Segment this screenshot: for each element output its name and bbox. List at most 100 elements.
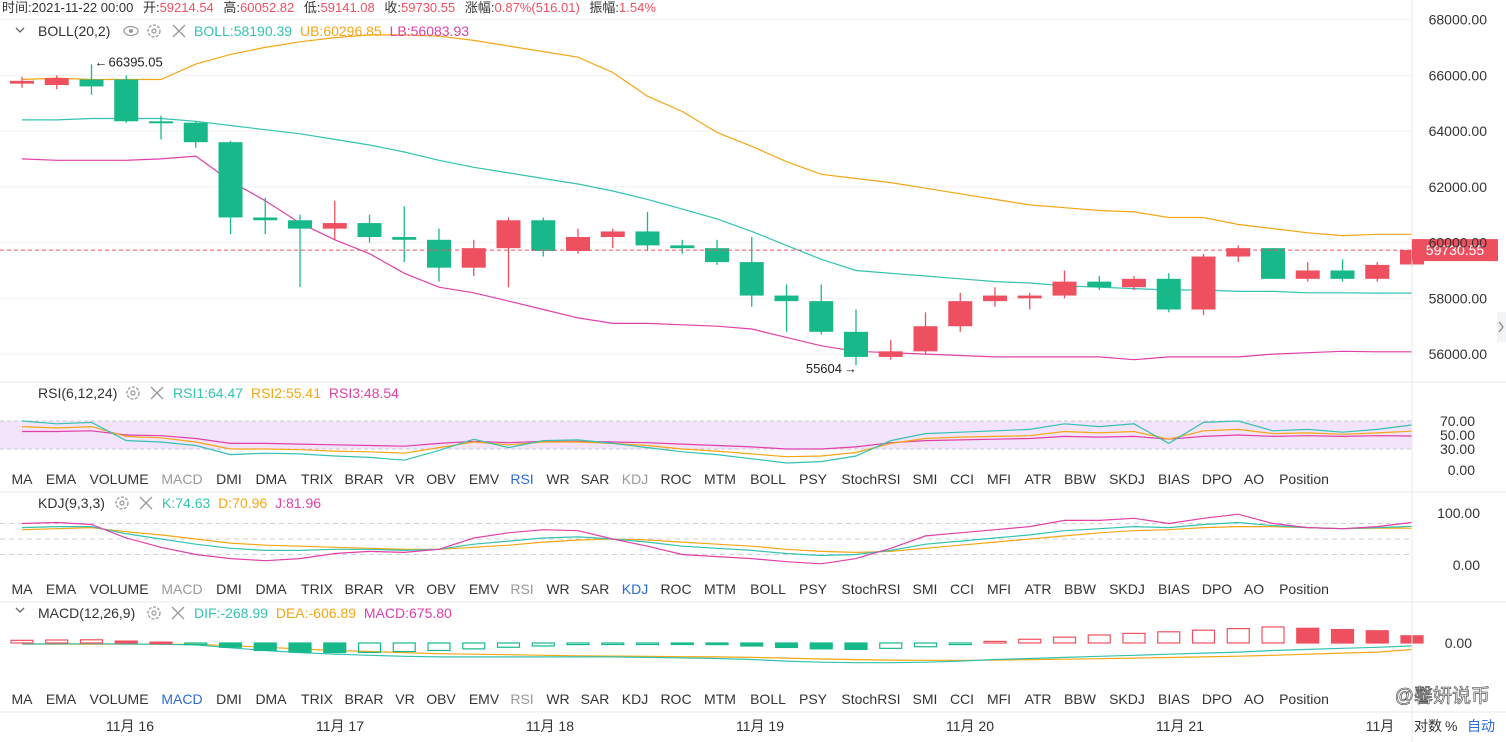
indicator-tab-brar[interactable]: BRAR [345, 471, 384, 487]
close-icon[interactable] [150, 386, 164, 400]
indicator-tab-smi[interactable]: SMI [913, 471, 938, 487]
indicator-tab-mtm[interactable]: MTM [704, 471, 736, 487]
indicator-tab-emv[interactable]: EMV [469, 691, 500, 707]
indicator-tab-volume[interactable]: VOLUME [89, 581, 148, 597]
candle[interactable] [1122, 276, 1146, 290]
indicator-tab-boll[interactable]: BOLL [750, 471, 786, 487]
candle[interactable] [392, 206, 417, 263]
candle[interactable] [878, 340, 903, 360]
candle[interactable] [739, 237, 764, 307]
candle[interactable] [1017, 292, 1042, 310]
gear-icon[interactable] [115, 496, 129, 510]
candle[interactable] [79, 64, 104, 95]
indicator-tab-smi[interactable]: SMI [913, 581, 938, 597]
indicator-tab-rsi[interactable]: RSI [510, 581, 533, 597]
indicator-tab-vr[interactable]: VR [395, 691, 414, 707]
indicator-tab-atr[interactable]: ATR [1025, 471, 1052, 487]
percent-scale-button[interactable]: % [1445, 718, 1457, 734]
indicator-tab-dpo[interactable]: DPO [1202, 581, 1232, 597]
candle[interactable] [531, 217, 556, 257]
indicator-tab-ema[interactable]: EMA [46, 691, 77, 707]
kdj-indicator-label[interactable]: KDJ(9,3,3) [38, 495, 105, 511]
indicator-tab-cci[interactable]: CCI [950, 471, 974, 487]
indicator-tab-macd[interactable]: MACD [161, 691, 202, 707]
candle[interactable] [44, 75, 69, 90]
candle[interactable] [774, 284, 799, 332]
boll-indicator-label[interactable]: BOLL(20,2) [38, 23, 110, 39]
indicator-tab-roc[interactable]: ROC [660, 471, 691, 487]
indicator-tab-smi[interactable]: SMI [913, 691, 938, 707]
indicator-tab-sar[interactable]: SAR [581, 691, 610, 707]
candle[interactable] [496, 217, 521, 288]
gear-icon[interactable] [147, 606, 161, 620]
indicator-tab-wr[interactable]: WR [546, 691, 569, 707]
candle[interactable] [600, 228, 625, 249]
indicator-tab-volume[interactable]: VOLUME [89, 691, 148, 707]
indicator-tab-atr[interactable]: ATR [1025, 581, 1052, 597]
indicator-tab-ma[interactable]: MA [12, 471, 34, 487]
price-axis[interactable]: 68000.00 66000.00 64000.00 62000.00 60000.00… [1429, 12, 1488, 651]
candle[interactable] [427, 228, 451, 282]
indicator-tab-ma[interactable]: MA [12, 581, 34, 597]
candle[interactable] [635, 211, 660, 251]
indicator-tab-kdj[interactable]: KDJ [622, 581, 648, 597]
indicator-tab-sar[interactable]: SAR [581, 581, 610, 597]
indicator-tab-bbw[interactable]: BBW [1064, 471, 1097, 487]
indicator-tab-stochrsi[interactable]: StochRSI [841, 581, 900, 597]
indicator-tab-dpo[interactable]: DPO [1202, 471, 1232, 487]
indicator-tab-trix[interactable]: TRIX [301, 581, 334, 597]
indicator-tab-emv[interactable]: EMV [469, 581, 500, 597]
candle[interactable] [1156, 273, 1181, 313]
indicator-tab-mtm[interactable]: MTM [704, 691, 736, 707]
log-scale-button[interactable]: 对数 [1414, 718, 1442, 734]
indicator-tab-ao[interactable]: AO [1244, 471, 1264, 487]
candle[interactable] [1261, 248, 1285, 279]
indicator-tab-volume[interactable]: VOLUME [89, 471, 148, 487]
candle[interactable] [913, 312, 938, 355]
eye-icon[interactable] [123, 25, 139, 37]
indicator-tab-dma[interactable]: DMA [255, 471, 287, 487]
indicator-tab-stochrsi[interactable]: StochRSI [841, 471, 900, 487]
indicator-tab-dmi[interactable]: DMI [216, 471, 242, 487]
indicator-tab-dma[interactable]: DMA [255, 691, 287, 707]
indicator-tab-ema[interactable]: EMA [46, 581, 77, 597]
rsi-indicator-label[interactable]: RSI(6,12,24) [38, 385, 117, 401]
indicator-tab-mfi[interactable]: MFI [987, 471, 1011, 487]
indicator-tab-dmi[interactable]: DMI [216, 581, 242, 597]
indicator-tab-macd[interactable]: MACD [161, 471, 202, 487]
indicator-tab-trix[interactable]: TRIX [301, 471, 334, 487]
gear-icon[interactable] [126, 386, 140, 400]
candle[interactable] [1365, 262, 1390, 282]
candle[interactable] [288, 214, 312, 288]
close-icon[interactable] [172, 24, 186, 38]
indicator-tab-position[interactable]: Position [1279, 691, 1329, 707]
indicator-tab-wr[interactable]: WR [546, 581, 569, 597]
indicator-tab-rsi[interactable]: RSI [510, 691, 533, 707]
indicator-tab-boll[interactable]: BOLL [750, 581, 786, 597]
candle[interactable] [114, 75, 139, 123]
indicator-tab-bias[interactable]: BIAS [1158, 581, 1190, 597]
chevron-down-icon[interactable] [15, 607, 25, 613]
indicator-tab-atr[interactable]: ATR [1025, 691, 1052, 707]
indicator-tab-skdj[interactable]: SKDJ [1109, 471, 1145, 487]
indicator-tab-cci[interactable]: CCI [950, 581, 974, 597]
candle[interactable] [1330, 259, 1355, 282]
indicator-tab-roc[interactable]: ROC [660, 691, 691, 707]
indicator-tab-bbw[interactable]: BBW [1064, 581, 1097, 597]
scroll-right-handle[interactable] [1497, 312, 1506, 342]
candle[interactable] [1052, 270, 1077, 299]
indicator-tab-kdj[interactable]: KDJ [622, 691, 648, 707]
indicator-tab-bias[interactable]: BIAS [1158, 471, 1190, 487]
indicator-tab-skdj[interactable]: SKDJ [1109, 581, 1145, 597]
indicator-tab-rsi[interactable]: RSI [510, 471, 533, 487]
candle[interactable] [1191, 253, 1216, 316]
indicator-tab-dma[interactable]: DMA [255, 581, 287, 597]
indicator-tab-position[interactable]: Position [1279, 581, 1329, 597]
candle[interactable] [983, 287, 1007, 307]
indicator-tab-stochrsi[interactable]: StochRSI [841, 691, 900, 707]
candle[interactable] [10, 76, 34, 88]
candle[interactable] [461, 239, 486, 277]
indicator-tab-mtm[interactable]: MTM [704, 581, 736, 597]
indicator-tab-ao[interactable]: AO [1244, 581, 1264, 597]
indicator-tab-ma[interactable]: MA [12, 691, 34, 707]
